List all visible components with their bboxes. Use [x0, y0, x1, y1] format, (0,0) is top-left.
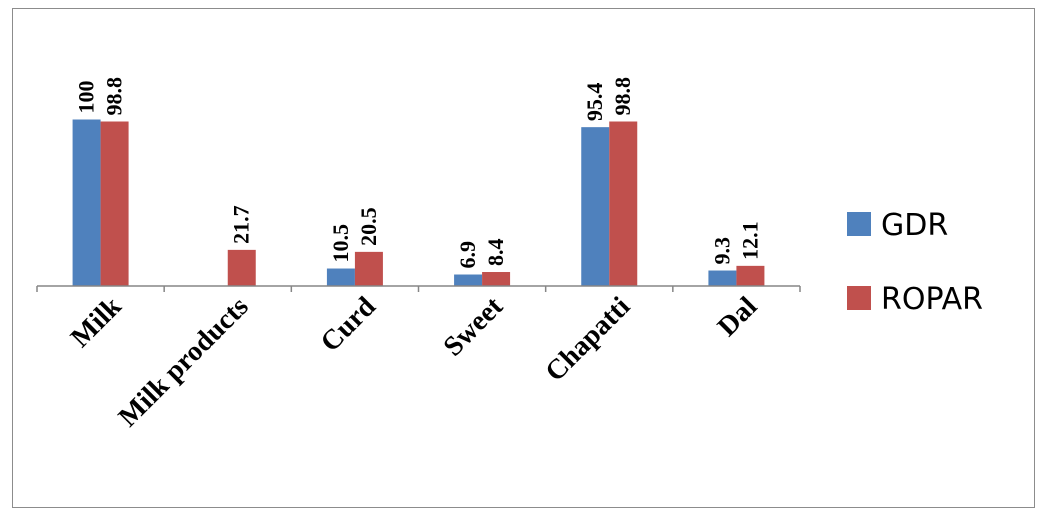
value-label-gdr-dal: 9.3 — [709, 237, 734, 265]
x-axis — [36, 285, 801, 292]
bar-gdr-sweet — [454, 274, 483, 286]
value-label-ropar-sweet: 8.4 — [483, 239, 508, 267]
value-label-gdr-chapatti: 95.4 — [582, 83, 607, 122]
x-tick-label-milk-products: Milk products — [113, 291, 255, 433]
bar-ropar-chapatti — [609, 121, 638, 286]
value-label-gdr-milk: 100 — [74, 81, 99, 114]
bars-layer — [72, 119, 765, 286]
x-tick-label-sweet: Sweet — [438, 291, 510, 363]
x-tick-label-chapatti: Chapatti — [539, 291, 636, 388]
value-label-ropar-milk-products: 21.7 — [229, 205, 254, 244]
bar-ropar-sweet — [482, 272, 511, 286]
bar-gdr-curd — [326, 268, 355, 286]
x-tick-label-milk: Milk — [65, 291, 128, 354]
value-label-ropar-milk: 98.8 — [102, 77, 127, 116]
bar-ropar-milk — [100, 121, 129, 286]
x-tick-label-curd: Curd — [315, 291, 382, 358]
legend: GDR ROPAR — [847, 208, 983, 317]
x-tick-label-dal: Dal — [712, 291, 764, 343]
bar-gdr-chapatti — [581, 127, 610, 286]
bar-ropar-milk-products — [227, 249, 256, 286]
bar-ropar-curd — [354, 251, 383, 286]
bar-gdr-milk — [72, 119, 101, 286]
legend-swatch-gdr — [847, 212, 871, 236]
chart-frame — [12, 8, 1035, 508]
value-label-ropar-curd: 20.5 — [356, 207, 381, 246]
bar-gdr-dal — [708, 270, 737, 286]
value-label-gdr-sweet: 6.9 — [455, 241, 480, 269]
legend-label-ropar: ROPAR — [881, 282, 983, 317]
value-label-gdr-curd: 10.5 — [328, 224, 353, 263]
bar-ropar-dal — [736, 265, 765, 286]
value-labels-layer: 100 98.821.7 10.5 20.56.9 8.495.4 98.89.3 12.1 — [74, 77, 763, 269]
legend-label-gdr: GDR — [881, 208, 948, 243]
legend-swatch-ropar — [847, 286, 871, 310]
value-label-ropar-dal: 12.1 — [737, 221, 762, 260]
value-label-ropar-chapatti: 98.8 — [610, 77, 635, 116]
